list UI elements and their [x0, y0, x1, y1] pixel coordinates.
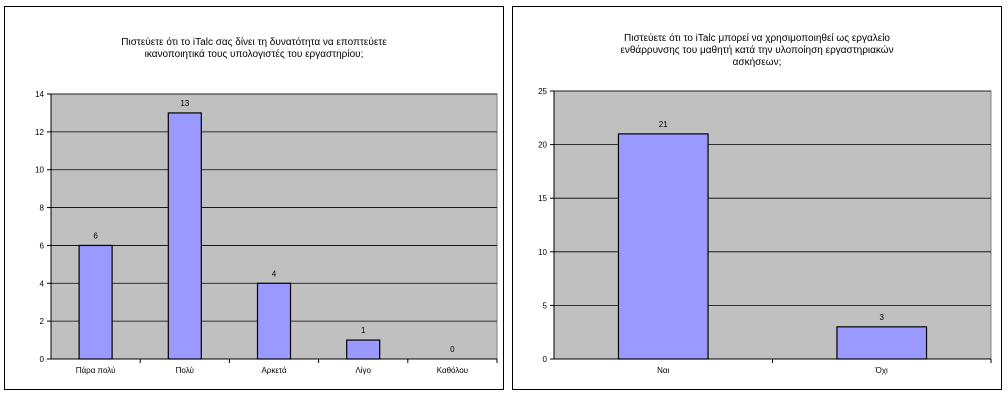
chart-title: Πιστεύετε ότι το iTalc σας δίνει τη δυνα…	[121, 37, 387, 60]
bar-chart-left: 0 2 4 6 8 10 12 14 6 Πάρα πολύ 13 Πολύ 4 Αρκετά 1 Λίγο 0…	[35, 90, 498, 375]
y-tick-label: 10	[538, 248, 547, 257]
x-tick-label: Λίγο	[355, 366, 371, 375]
bar	[78, 244, 113, 360]
chart-panel-left: Πιστεύετε ότι το iTalc σας δίνει τη δυνα…	[4, 6, 504, 390]
x-tick-label: Πάρα πολύ	[76, 366, 116, 375]
y-tick-label: 0	[40, 355, 45, 364]
bar	[346, 339, 381, 360]
data-label: 6	[93, 231, 98, 240]
bar	[256, 282, 292, 360]
y-tick-label: 15	[538, 194, 547, 203]
data-label: 0	[450, 345, 455, 354]
x-tick-label: Όχι	[875, 366, 888, 375]
bar	[167, 112, 202, 360]
y-tick-label: 14	[35, 90, 44, 99]
bar	[836, 326, 928, 360]
y-tick-label: 20	[538, 141, 547, 150]
bar-chart-right: 0 5 10 15 20 25 21 Ναι 3 Όχι	[538, 87, 992, 375]
y-tick-label: 4	[40, 279, 45, 288]
y-tick-label: 10	[35, 166, 44, 175]
x-tick-label: Πολύ	[176, 366, 194, 375]
x-tick-label: Καθόλου	[437, 366, 468, 375]
data-label: 21	[659, 120, 668, 129]
data-label: 1	[361, 326, 366, 335]
y-tick-label: 8	[40, 204, 45, 213]
data-label: 3	[880, 313, 885, 322]
y-tick-label: 12	[35, 128, 44, 137]
x-tick-label: Αρκετά	[261, 366, 287, 375]
y-tick-label: 0	[543, 355, 548, 364]
y-tick-label: 25	[538, 87, 547, 96]
data-label: 13	[180, 99, 189, 108]
chart-panel-right: Πιστεύετε ότι το iTalc μπορεί να χρησιμο…	[512, 6, 1002, 390]
y-tick-label: 6	[40, 241, 45, 250]
y-tick-label: 5	[543, 301, 548, 310]
x-tick-label: Ναι	[657, 366, 669, 375]
chart-title: Πιστεύετε ότι το iTalc μπορεί να χρησιμο…	[620, 33, 894, 68]
bar	[617, 133, 709, 360]
y-tick-label: 2	[40, 317, 45, 326]
data-label: 4	[272, 269, 277, 278]
